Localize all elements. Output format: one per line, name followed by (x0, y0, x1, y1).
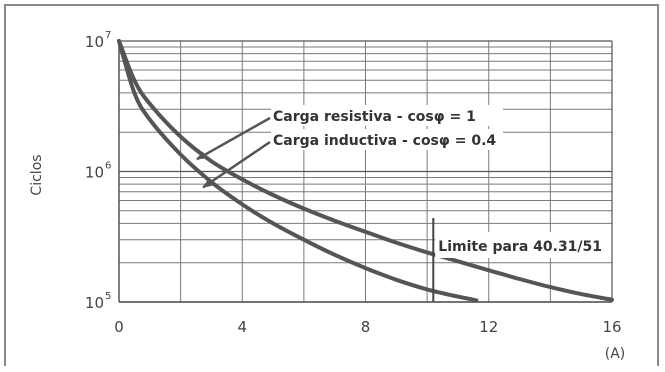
arrow-resistiva (196, 116, 271, 161)
x-tick-label: 4 (237, 318, 247, 336)
series-inductiva-line (117, 39, 479, 303)
x-tick-label: 12 (479, 318, 498, 336)
series-layer (117, 39, 614, 303)
limit-label-bg (435, 232, 616, 258)
label-resistiva-bg (271, 105, 503, 126)
x-axis-label: (A) (605, 346, 626, 362)
x-tick-label: 8 (361, 318, 371, 336)
y-tick-label: 10 (85, 294, 104, 312)
y-tick-label: 10 (85, 164, 104, 182)
y-axis-label: Ciclos (29, 154, 45, 195)
label-inductiva-bg (271, 129, 503, 150)
chart-frame (4, 4, 659, 366)
y-tick-exponent: 5 (105, 291, 111, 302)
label-inductiva: Carga inductiva - cosφ = 0.4 (273, 133, 496, 149)
x-tick-label: 16 (602, 318, 621, 336)
annotation-layer: Carga resistiva - cosφ = 1 Carga inductiv… (196, 105, 503, 189)
limit-layer: Limite para 40.31/51 (432, 218, 616, 302)
label-resistiva: Carga resistiva - cosφ = 1 (273, 109, 476, 125)
y-tick-exponent: 6 (105, 161, 111, 172)
y-tick-exponent: 7 (105, 30, 111, 41)
arrow-inductiva (202, 140, 271, 189)
y-tick-label: 10 (85, 33, 104, 51)
limit-label: Limite para 40.31/51 (438, 239, 602, 255)
grid (119, 40, 612, 303)
series-resistiva-line (117, 39, 614, 302)
x-tick-label: 0 (114, 318, 124, 336)
